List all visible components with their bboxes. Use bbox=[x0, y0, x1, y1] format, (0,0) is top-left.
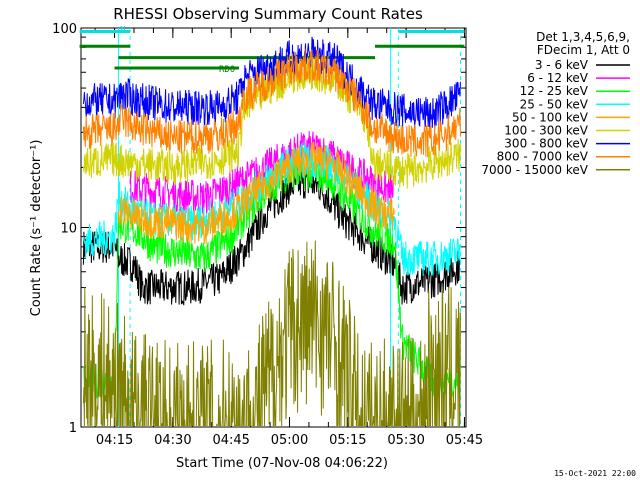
y-axis-label: Count Rate (s⁻¹ detector⁻¹) bbox=[29, 140, 44, 317]
legend-label: 800 - 7000 keV bbox=[497, 150, 589, 164]
chart-title: RHESSI Observing Summary Count Rates bbox=[113, 5, 423, 23]
legend-label: 7000 - 15000 keV bbox=[481, 163, 588, 177]
legend-label: 6 - 12 keV bbox=[527, 71, 589, 85]
plot-area: 1 10 100 04:15 04:30 04:45 05:00 05:15 05:30 05:4… bbox=[52, 22, 483, 448]
legend-label: 100 - 300 keV bbox=[504, 124, 588, 138]
x-tick-label: 04:45 bbox=[212, 433, 249, 448]
x-tick-label: 05:45 bbox=[446, 433, 483, 448]
y-tick-label: 10 bbox=[60, 222, 77, 237]
x-tick-label: 05:15 bbox=[329, 433, 366, 448]
y-tick-label: 100 bbox=[52, 22, 77, 37]
legend-label: 25 - 50 keV bbox=[520, 97, 589, 111]
series-line-4 bbox=[117, 141, 395, 245]
legend-header-line-2: FDecim 1, Att 0 bbox=[537, 43, 630, 57]
flag-label-0: N bbox=[120, 26, 125, 36]
legend-label: 3 - 6 keV bbox=[535, 58, 589, 72]
x-tick-label: 05:00 bbox=[271, 433, 308, 448]
legend-label: 300 - 800 keV bbox=[504, 137, 588, 151]
x-axis-label: Start Time (07-Nov-08 04:06:22) bbox=[176, 456, 388, 471]
legend: Det 1,3,4,5,6,9, FDecim 1, Att 0 3 - 6 k… bbox=[481, 30, 630, 177]
legend-header-line-1: Det 1,3,4,5,6,9, bbox=[536, 30, 630, 44]
series-line-8 bbox=[82, 240, 461, 426]
series-line-7 bbox=[82, 48, 461, 158]
flag-label-3: RD0 bbox=[219, 65, 235, 75]
legend-label: 12 - 25 keV bbox=[520, 84, 589, 98]
x-tick-label: 04:30 bbox=[154, 433, 191, 448]
legend-label: 50 - 100 keV bbox=[512, 110, 589, 124]
x-tick-label: 05:30 bbox=[387, 433, 424, 448]
y-tick-label: 1 bbox=[69, 421, 77, 436]
timestamp-label: 15-Oct-2021 22:00 bbox=[554, 469, 636, 478]
x-tick-label: 04:15 bbox=[96, 433, 133, 448]
